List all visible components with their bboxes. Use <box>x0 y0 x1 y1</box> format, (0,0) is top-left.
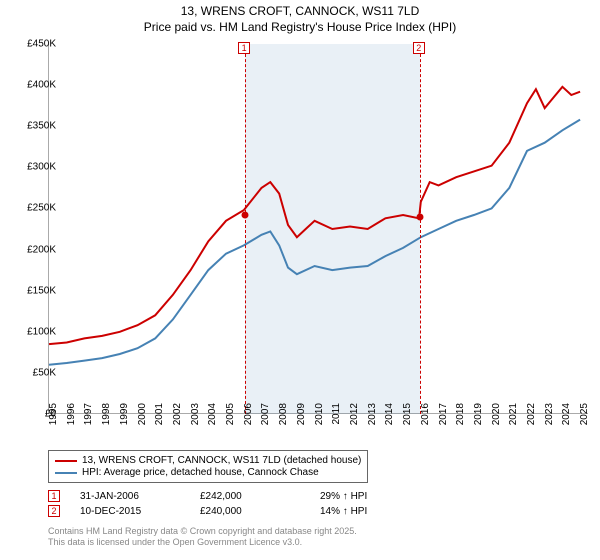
y-tick-label: £350K <box>16 121 56 132</box>
annotation-delta: 29% ↑ HPI <box>320 491 440 502</box>
annotation-date: 10-DEC-2015 <box>80 506 200 517</box>
price-point-marker <box>242 212 249 219</box>
annotation-row: 2 10-DEC-2015£240,00014% ↑ HPI <box>48 505 440 517</box>
x-tick-label: 1997 <box>83 403 94 433</box>
footer-line1: Contains HM Land Registry data © Crown c… <box>48 526 357 537</box>
title-line2: Price paid vs. HM Land Registry's House … <box>10 20 590 36</box>
x-tick-label: 2004 <box>207 403 218 433</box>
annotation-price: £240,000 <box>200 506 320 517</box>
line-plot-svg <box>49 44 589 414</box>
x-tick-label: 2016 <box>420 403 431 433</box>
y-tick-label: £250K <box>16 203 56 214</box>
series-line-price_paid <box>49 87 580 344</box>
title-line1: 13, WRENS CROFT, CANNOCK, WS11 7LD <box>10 4 590 20</box>
annotation-price: £242,000 <box>200 491 320 502</box>
legend-box: 13, WRENS CROFT, CANNOCK, WS11 7LD (deta… <box>48 450 368 483</box>
x-tick-label: 2010 <box>314 403 325 433</box>
chart-container: 13, WRENS CROFT, CANNOCK, WS11 7LD Price… <box>0 0 600 560</box>
x-tick-label: 2001 <box>154 403 165 433</box>
annotation-num-box: 1 <box>48 490 60 502</box>
x-tick-label: 2009 <box>296 403 307 433</box>
chart-title: 13, WRENS CROFT, CANNOCK, WS11 7LD Price… <box>0 0 600 37</box>
x-tick-label: 2014 <box>384 403 395 433</box>
x-tick-label: 2000 <box>137 403 148 433</box>
legend-swatch <box>55 472 77 474</box>
y-tick-label: £50K <box>16 367 56 378</box>
y-tick-label: £150K <box>16 285 56 296</box>
legend-item: 13, WRENS CROFT, CANNOCK, WS11 7LD (deta… <box>55 455 361 466</box>
x-tick-label: 2021 <box>508 403 519 433</box>
x-tick-label: 2015 <box>402 403 413 433</box>
x-tick-label: 2023 <box>544 403 555 433</box>
x-tick-label: 2002 <box>172 403 183 433</box>
legend-item: HPI: Average price, detached house, Cann… <box>55 467 361 478</box>
x-tick-label: 2005 <box>225 403 236 433</box>
legend-swatch <box>55 460 77 462</box>
x-tick-label: 2024 <box>561 403 572 433</box>
x-tick-label: 2022 <box>526 403 537 433</box>
legend-label: HPI: Average price, detached house, Cann… <box>82 467 319 478</box>
annotation-delta: 14% ↑ HPI <box>320 506 440 517</box>
x-tick-label: 1998 <box>101 403 112 433</box>
y-tick-label: £100K <box>16 326 56 337</box>
price-point-marker <box>416 213 423 220</box>
x-tick-label: 2008 <box>278 403 289 433</box>
y-tick-label: £450K <box>16 39 56 50</box>
x-tick-label: 2018 <box>455 403 466 433</box>
event-marker-box: 2 <box>413 42 425 54</box>
footer-attribution: Contains HM Land Registry data © Crown c… <box>48 526 357 548</box>
event-vline <box>245 44 246 414</box>
x-tick-label: 2011 <box>331 403 342 433</box>
x-tick-label: 2019 <box>473 403 484 433</box>
plot-area <box>48 44 588 414</box>
x-tick-label: 2020 <box>491 403 502 433</box>
event-vline <box>420 44 421 414</box>
y-tick-label: £300K <box>16 162 56 173</box>
x-tick-label: 2017 <box>438 403 449 433</box>
x-tick-label: 1995 <box>48 403 59 433</box>
x-tick-label: 2006 <box>243 403 254 433</box>
y-tick-label: £400K <box>16 80 56 91</box>
legend-label: 13, WRENS CROFT, CANNOCK, WS11 7LD (deta… <box>82 455 361 466</box>
event-marker-box: 1 <box>238 42 250 54</box>
footer-line2: This data is licensed under the Open Gov… <box>48 537 357 548</box>
y-tick-label: £200K <box>16 244 56 255</box>
series-group <box>49 87 580 365</box>
annotation-table: 1 31-JAN-2006£242,00029% ↑ HPI 2 10-DEC-201… <box>48 490 440 520</box>
x-tick-label: 2003 <box>190 403 201 433</box>
annotation-num-box: 2 <box>48 505 60 517</box>
x-tick-label: 2013 <box>367 403 378 433</box>
annotation-row: 1 31-JAN-2006£242,00029% ↑ HPI <box>48 490 440 502</box>
x-tick-label: 2012 <box>349 403 360 433</box>
annotation-date: 31-JAN-2006 <box>80 491 200 502</box>
x-tick-label: 2025 <box>579 403 590 433</box>
x-tick-label: 1996 <box>66 403 77 433</box>
x-tick-label: 2007 <box>260 403 271 433</box>
x-tick-label: 1999 <box>119 403 130 433</box>
